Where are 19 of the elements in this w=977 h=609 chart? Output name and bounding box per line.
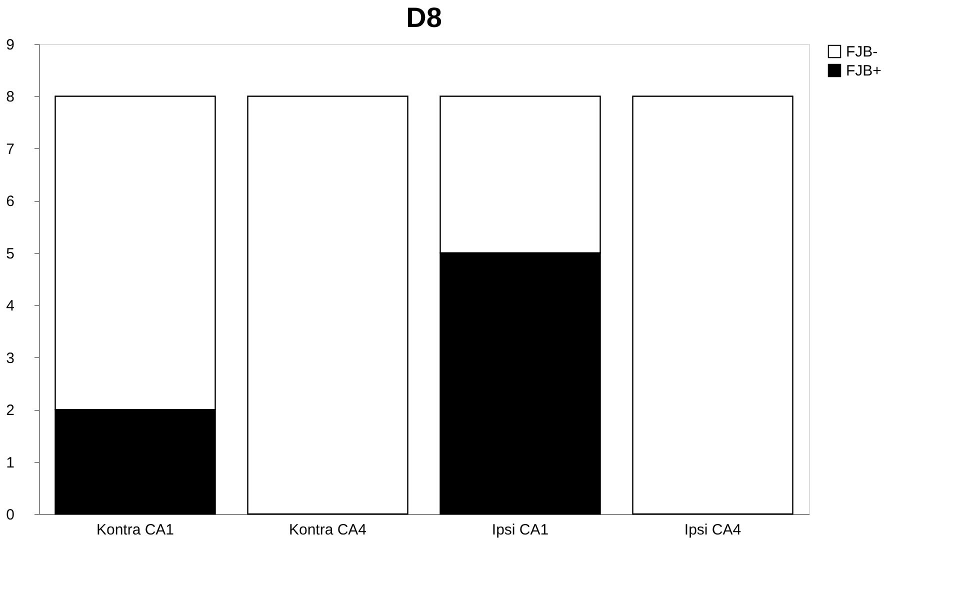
y-tick-label: 5	[6, 245, 14, 262]
bar	[632, 96, 794, 515]
x-tick-label: Ipsi CA1	[492, 522, 549, 538]
bar	[247, 96, 408, 515]
y-tick-label: 7	[6, 140, 14, 158]
y-tick-label: 6	[6, 193, 14, 210]
x-tick-label: Kontra CA4	[288, 522, 367, 538]
x-tick-label: Kontra CA1	[96, 522, 174, 538]
y-tick-label: 8	[6, 88, 14, 106]
y-tick-label: 3	[6, 350, 14, 367]
y-tick-label: 9	[6, 36, 14, 54]
x-tick-label: Ipsi CA4	[684, 522, 742, 538]
y-tick-label: 2	[6, 402, 14, 420]
y-tick-label: 0	[6, 506, 14, 524]
chart-title: D8	[406, 2, 442, 33]
legend-label: FJB+	[846, 62, 882, 80]
y-tick-label: 1	[6, 454, 14, 472]
y-tick-label: 4	[6, 298, 14, 315]
legend-label: FJB-	[846, 44, 878, 60]
